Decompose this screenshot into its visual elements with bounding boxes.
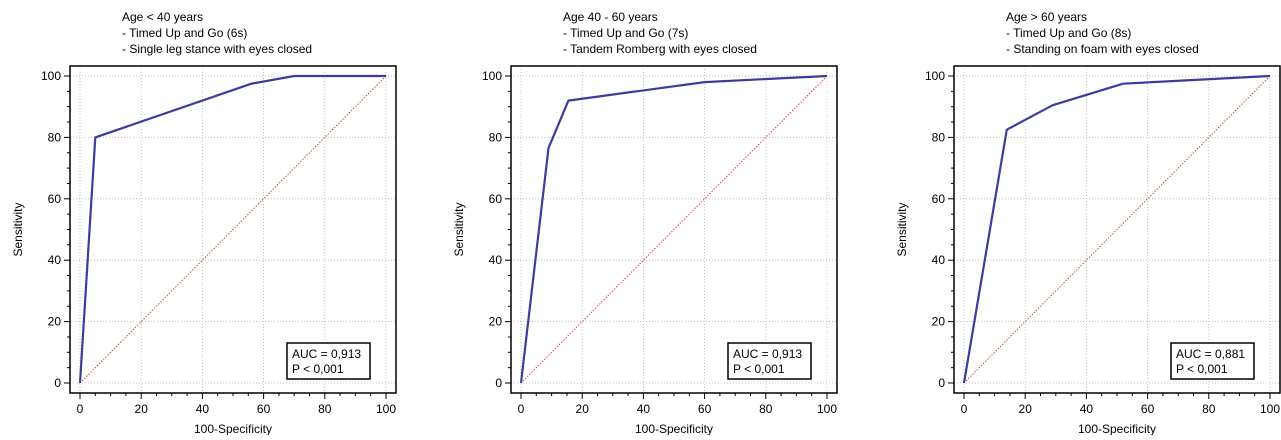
panel-title-line: Age < 40 years <box>122 10 203 24</box>
x-tick-label: 0 <box>77 402 84 416</box>
auc-box <box>286 342 371 380</box>
x-axis-label: 100-Specificity <box>194 422 272 435</box>
y-tick-label: 60 <box>932 192 946 206</box>
auc-value: AUC = 0,881 <box>1176 347 1245 361</box>
y-tick-label: 40 <box>932 253 946 267</box>
reference-diagonal <box>520 75 828 384</box>
x-tick-label: 100 <box>376 402 396 416</box>
x-tick-label: 60 <box>698 402 712 416</box>
y-tick-label: 100 <box>482 69 502 83</box>
y-tick-label: 100 <box>925 69 945 83</box>
y-tick-label: 80 <box>932 130 946 144</box>
auc-value: AUC = 0,913 <box>733 347 802 361</box>
x-tick-label: 100 <box>817 402 837 416</box>
roc-panel-3: Age > 60 years - Timed Up and Go (8s) - St… <box>895 10 1281 436</box>
auc-box <box>1170 342 1255 380</box>
p-value: P < 0,001 <box>292 362 344 376</box>
y-tick-label: 20 <box>489 315 503 329</box>
panel-title-line: - Single leg stance with eyes closed <box>122 42 312 56</box>
y-tick-label: 60 <box>489 192 503 206</box>
panel-title-line: - Tandem Romberg with eyes closed <box>563 42 757 56</box>
x-tick-label: 20 <box>1019 402 1033 416</box>
y-axis-label: Sensitivity <box>11 202 25 256</box>
y-tick-label: 60 <box>48 192 62 206</box>
x-tick-label: 60 <box>1141 402 1155 416</box>
roc-panel-2: Age 40 - 60 years - Timed Up and Go (7s) -… <box>452 10 838 436</box>
x-tick-label: 80 <box>318 402 332 416</box>
y-tick-label: 0 <box>54 376 61 390</box>
panel-title-line: - Timed Up and Go (6s) <box>122 26 247 40</box>
panel-title-line: Age > 60 years <box>1006 10 1087 24</box>
x-tick-label: 80 <box>1202 402 1216 416</box>
y-tick-label: 0 <box>938 376 945 390</box>
x-tick-label: 100 <box>1260 402 1280 416</box>
x-tick-label: 0 <box>961 402 968 416</box>
x-tick-label: 40 <box>1080 402 1094 416</box>
x-tick-label: 60 <box>257 402 271 416</box>
y-tick-label: 20 <box>932 315 946 329</box>
panel-title-line: Age 40 - 60 years <box>563 10 658 24</box>
y-tick-label: 80 <box>489 130 503 144</box>
y-tick-label: 0 <box>495 376 502 390</box>
p-value: P < 0,001 <box>1176 362 1228 376</box>
x-tick-label: 0 <box>518 402 525 416</box>
y-tick-label: 100 <box>41 69 61 83</box>
x-tick-label: 80 <box>759 402 773 416</box>
roc-curve <box>78 74 386 384</box>
x-tick-label: 40 <box>637 402 651 416</box>
x-tick-label: 20 <box>576 402 590 416</box>
reference-diagonal <box>963 75 1271 384</box>
panel-title-line: - Timed Up and Go (7s) <box>563 26 688 40</box>
y-tick-label: 20 <box>48 315 62 329</box>
y-axis-label: Sensitivity <box>895 202 909 256</box>
x-axis-label: 100-Specificity <box>635 422 713 435</box>
roc-panel-1: Age < 40 years - Timed Up and Go (6s) - Si… <box>11 10 397 436</box>
y-tick-label: 80 <box>48 130 62 144</box>
panel-title-line: - Standing on foam with eyes closed <box>1006 42 1199 56</box>
auc-box <box>727 342 812 380</box>
x-tick-label: 40 <box>196 402 210 416</box>
p-value: P < 0,001 <box>733 362 785 376</box>
x-axis-label: 100-Specificity <box>1078 422 1156 435</box>
auc-value: AUC = 0,913 <box>292 347 361 361</box>
roc-curve <box>962 74 1271 384</box>
panel-title-line: - Timed Up and Go (8s) <box>1006 26 1131 40</box>
x-tick-label: 20 <box>135 402 149 416</box>
y-tick-label: 40 <box>489 253 503 267</box>
roc-curve <box>519 74 828 384</box>
y-tick-label: 40 <box>48 253 62 267</box>
y-axis-label: Sensitivity <box>452 202 466 256</box>
reference-diagonal <box>79 75 387 384</box>
